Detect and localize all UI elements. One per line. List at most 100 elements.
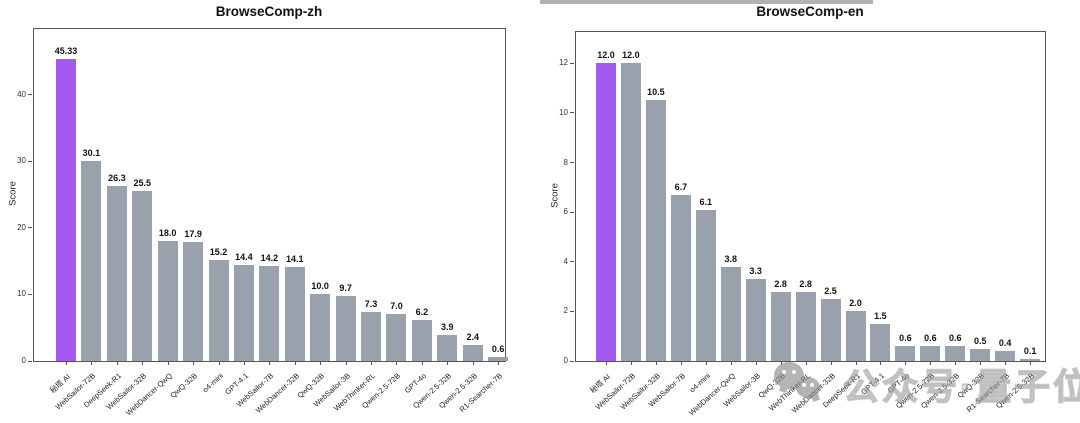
x-tick-mark: [880, 362, 882, 365]
x-tick-mark: [755, 362, 757, 365]
bar-value-label: 6.1: [699, 196, 713, 207]
y-tick-label: 20: [17, 222, 26, 232]
x-tick-mark: [345, 362, 347, 365]
y-tick-label: 8: [563, 157, 568, 167]
bar-value-label: 10.5: [647, 87, 665, 98]
y-tick-mark: [570, 112, 574, 114]
bar-value-label: 2.8: [799, 278, 812, 289]
bar-highlight: [56, 59, 76, 361]
bar: [620, 63, 641, 361]
bar-value-label: 0.6: [949, 333, 962, 344]
y-tick-mark: [570, 310, 574, 312]
bar-value-label: 2.0: [849, 298, 862, 309]
bar-highlight: [596, 63, 616, 361]
x-tick-mark: [116, 362, 118, 365]
y-tick-mark: [570, 62, 574, 64]
bar-value-label: 9.7: [339, 283, 352, 294]
bar-value-label: 6.2: [415, 306, 429, 317]
bar-value-label: 0.4: [998, 338, 1012, 349]
bar-value-label: 17.9: [184, 228, 202, 239]
bar-value-label: 0.1: [1023, 345, 1037, 356]
bar-value-label: 7.3: [364, 299, 378, 310]
y-tick-label: 40: [17, 89, 26, 99]
bar: [795, 291, 816, 361]
bar-value-label: 15.2: [209, 246, 228, 257]
x-tick-mark: [371, 362, 373, 365]
bar: [920, 346, 941, 361]
x-tick-mark: [955, 362, 957, 365]
x-tick-mark: [66, 362, 67, 365]
bar-value-label: 3.3: [749, 266, 762, 277]
bar-value-label: 25.5: [133, 178, 152, 189]
x-tick-mark: [1005, 362, 1007, 365]
x-tick-mark: [218, 362, 220, 365]
bar-value-label: 14.4: [235, 252, 253, 263]
bar: [1020, 358, 1041, 361]
y-tick-mark: [28, 293, 32, 295]
x-tick-mark: [830, 362, 832, 365]
bar-value-label: 3.8: [724, 253, 737, 264]
bar-value-label: 2.8: [774, 278, 787, 289]
bar: [870, 323, 891, 361]
bar-value-label: 12.0: [597, 50, 615, 61]
wechat-icon: [772, 362, 832, 410]
bar-value-label: 12.0: [622, 50, 640, 61]
y-tick-mark: [570, 360, 574, 362]
y-tick-label: 12: [559, 58, 568, 68]
y-axis-label-en: Score: [549, 183, 561, 208]
bar-value-label: 30.1: [82, 147, 101, 158]
x-tick-mark: [730, 362, 732, 365]
y-tick-label: 6: [563, 207, 568, 217]
bar-value-label: 3.9: [441, 322, 454, 333]
bar: [670, 194, 691, 361]
bar: [157, 241, 178, 361]
y-tick-label: 30: [17, 156, 26, 166]
x-tick-mark: [396, 362, 398, 365]
bar: [895, 346, 916, 361]
bar: [386, 314, 407, 361]
bar-value-label: 0.6: [899, 333, 912, 344]
top-gray-strip: [540, 0, 873, 4]
bar: [183, 241, 204, 361]
bar: [462, 345, 483, 361]
y-tick-mark: [28, 94, 32, 96]
bar-value-label: 26.3: [108, 172, 126, 183]
bar: [695, 209, 716, 361]
x-tick-mark: [905, 362, 907, 365]
x-tick-mark: [472, 362, 474, 365]
bar: [645, 100, 666, 361]
y-tick-label: 10: [559, 107, 568, 117]
watermark: 公众号·量子位: [842, 365, 1080, 408]
y-tick-mark: [570, 211, 574, 213]
x-tick-mark: [167, 362, 169, 365]
bar-value-label: 2.4: [466, 332, 479, 343]
x-tick-mark: [680, 362, 682, 365]
bar: [335, 296, 356, 361]
x-tick-mark: [606, 362, 607, 365]
bar: [259, 266, 280, 361]
bar: [81, 160, 102, 361]
y-tick-label: 2: [563, 306, 568, 316]
bar: [770, 291, 791, 361]
y-tick-mark: [570, 162, 574, 163]
bar-value-label: 18.0: [158, 228, 177, 239]
x-tick-mark: [269, 362, 271, 365]
bar-value-label: 14.1: [286, 254, 304, 265]
bar: [361, 312, 382, 361]
bar: [208, 259, 229, 361]
x-tick-mark: [421, 362, 423, 365]
y-tick-label: 4: [563, 256, 568, 266]
y-tick-mark: [28, 160, 32, 162]
bar: [284, 267, 305, 361]
bar: [233, 265, 254, 361]
chart-title-en: BrowseComp-en: [756, 4, 864, 19]
bar: [945, 346, 966, 361]
bar-value-label: 10.0: [311, 281, 329, 292]
bar: [106, 185, 127, 361]
bar: [745, 279, 766, 361]
x-tick-mark: [655, 362, 657, 365]
y-tick-label: 10: [17, 289, 26, 299]
x-tick-mark: [805, 362, 807, 365]
